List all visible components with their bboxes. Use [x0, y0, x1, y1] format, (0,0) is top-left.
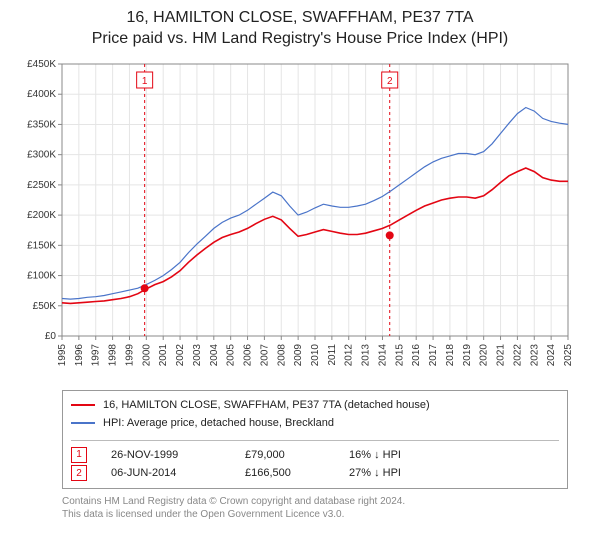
copyright-text: Contains HM Land Registry data © Crown c… [62, 495, 568, 521]
svg-text:2000: 2000 [141, 343, 152, 366]
legend-swatch [71, 422, 95, 424]
chart-area: £0 £50K £100K £150K £200K £250K £300K £350K £400… [12, 54, 588, 384]
sale-price: £79,000 [245, 447, 325, 464]
svg-text:2017: 2017 [428, 343, 439, 366]
svg-text:2001: 2001 [158, 343, 169, 366]
sale-date: 06-JUN-2014 [111, 465, 221, 482]
svg-text:2011: 2011 [327, 343, 338, 365]
sale-marker: 2 [71, 465, 87, 481]
title-line-1: 16, HAMILTON CLOSE, SWAFFHAM, PE37 7TA [12, 8, 588, 29]
svg-text:2018: 2018 [445, 343, 456, 366]
copyright-line-1: Contains HM Land Registry data © Crown c… [62, 496, 405, 507]
svg-text:£300K: £300K [27, 149, 56, 160]
svg-text:1: 1 [142, 76, 148, 87]
svg-text:2025: 2025 [563, 343, 574, 366]
svg-text:£150K: £150K [27, 240, 56, 251]
svg-text:£50K: £50K [33, 300, 57, 311]
svg-text:1995: 1995 [57, 343, 68, 366]
svg-text:£450K: £450K [27, 59, 56, 70]
svg-text:£100K: £100K [27, 270, 56, 281]
svg-text:1996: 1996 [74, 343, 85, 366]
divider [71, 440, 559, 441]
svg-text:£200K: £200K [27, 210, 56, 221]
svg-text:2012: 2012 [344, 343, 355, 366]
svg-text:1997: 1997 [91, 343, 102, 366]
svg-text:2005: 2005 [226, 343, 237, 366]
line-chart: £0 £50K £100K £150K £200K £250K £300K £350K £400… [12, 54, 588, 384]
sale-delta: 27% ↓ HPI [349, 465, 401, 482]
svg-text:2023: 2023 [529, 343, 540, 366]
legend-and-sales-box: 16, HAMILTON CLOSE, SWAFFHAM, PE37 7TA (… [62, 390, 568, 489]
svg-text:£250K: £250K [27, 179, 56, 190]
legend-item: 16, HAMILTON CLOSE, SWAFFHAM, PE37 7TA (… [71, 397, 559, 414]
svg-text:1998: 1998 [108, 343, 119, 366]
svg-text:2: 2 [387, 76, 393, 87]
svg-text:2015: 2015 [394, 343, 405, 366]
svg-text:2008: 2008 [276, 343, 287, 366]
svg-text:£0: £0 [45, 331, 57, 342]
svg-text:2021: 2021 [496, 343, 507, 366]
legend-label: 16, HAMILTON CLOSE, SWAFFHAM, PE37 7TA (… [103, 397, 430, 414]
legend-label: HPI: Average price, detached house, Brec… [103, 415, 334, 432]
svg-text:2006: 2006 [243, 343, 254, 366]
svg-text:£350K: £350K [27, 119, 56, 130]
svg-text:2019: 2019 [462, 343, 473, 366]
sale-delta: 16% ↓ HPI [349, 447, 401, 464]
svg-text:2007: 2007 [259, 343, 270, 366]
svg-text:2004: 2004 [209, 343, 220, 366]
svg-text:2020: 2020 [479, 343, 490, 366]
legend-swatch [71, 404, 95, 406]
svg-text:2009: 2009 [293, 343, 304, 366]
sale-row: 1 26-NOV-1999 £79,000 16% ↓ HPI [71, 447, 559, 464]
sale-date: 26-NOV-1999 [111, 447, 221, 464]
legend: 16, HAMILTON CLOSE, SWAFFHAM, PE37 7TA (… [71, 397, 559, 432]
svg-text:2010: 2010 [310, 343, 321, 366]
svg-text:2002: 2002 [175, 343, 186, 366]
legend-item: HPI: Average price, detached house, Brec… [71, 415, 559, 432]
svg-text:£400K: £400K [27, 89, 56, 100]
svg-text:2024: 2024 [546, 343, 557, 366]
sale-row: 2 06-JUN-2014 £166,500 27% ↓ HPI [71, 465, 559, 482]
svg-text:2003: 2003 [192, 343, 203, 366]
chart-title: 16, HAMILTON CLOSE, SWAFFHAM, PE37 7TA P… [12, 8, 588, 50]
svg-text:1999: 1999 [124, 343, 135, 366]
sales-list: 1 26-NOV-1999 £79,000 16% ↓ HPI 2 06-JUN-2014… [71, 447, 559, 482]
sale-price: £166,500 [245, 465, 325, 482]
title-line-2: Price paid vs. HM Land Registry's House … [12, 29, 588, 50]
sale-marker: 1 [71, 447, 87, 463]
svg-text:2014: 2014 [377, 343, 388, 366]
copyright-line-2: This data is licensed under the Open Gov… [62, 509, 344, 520]
svg-text:2013: 2013 [361, 343, 372, 366]
svg-text:2016: 2016 [411, 343, 422, 366]
svg-text:2022: 2022 [512, 343, 523, 366]
